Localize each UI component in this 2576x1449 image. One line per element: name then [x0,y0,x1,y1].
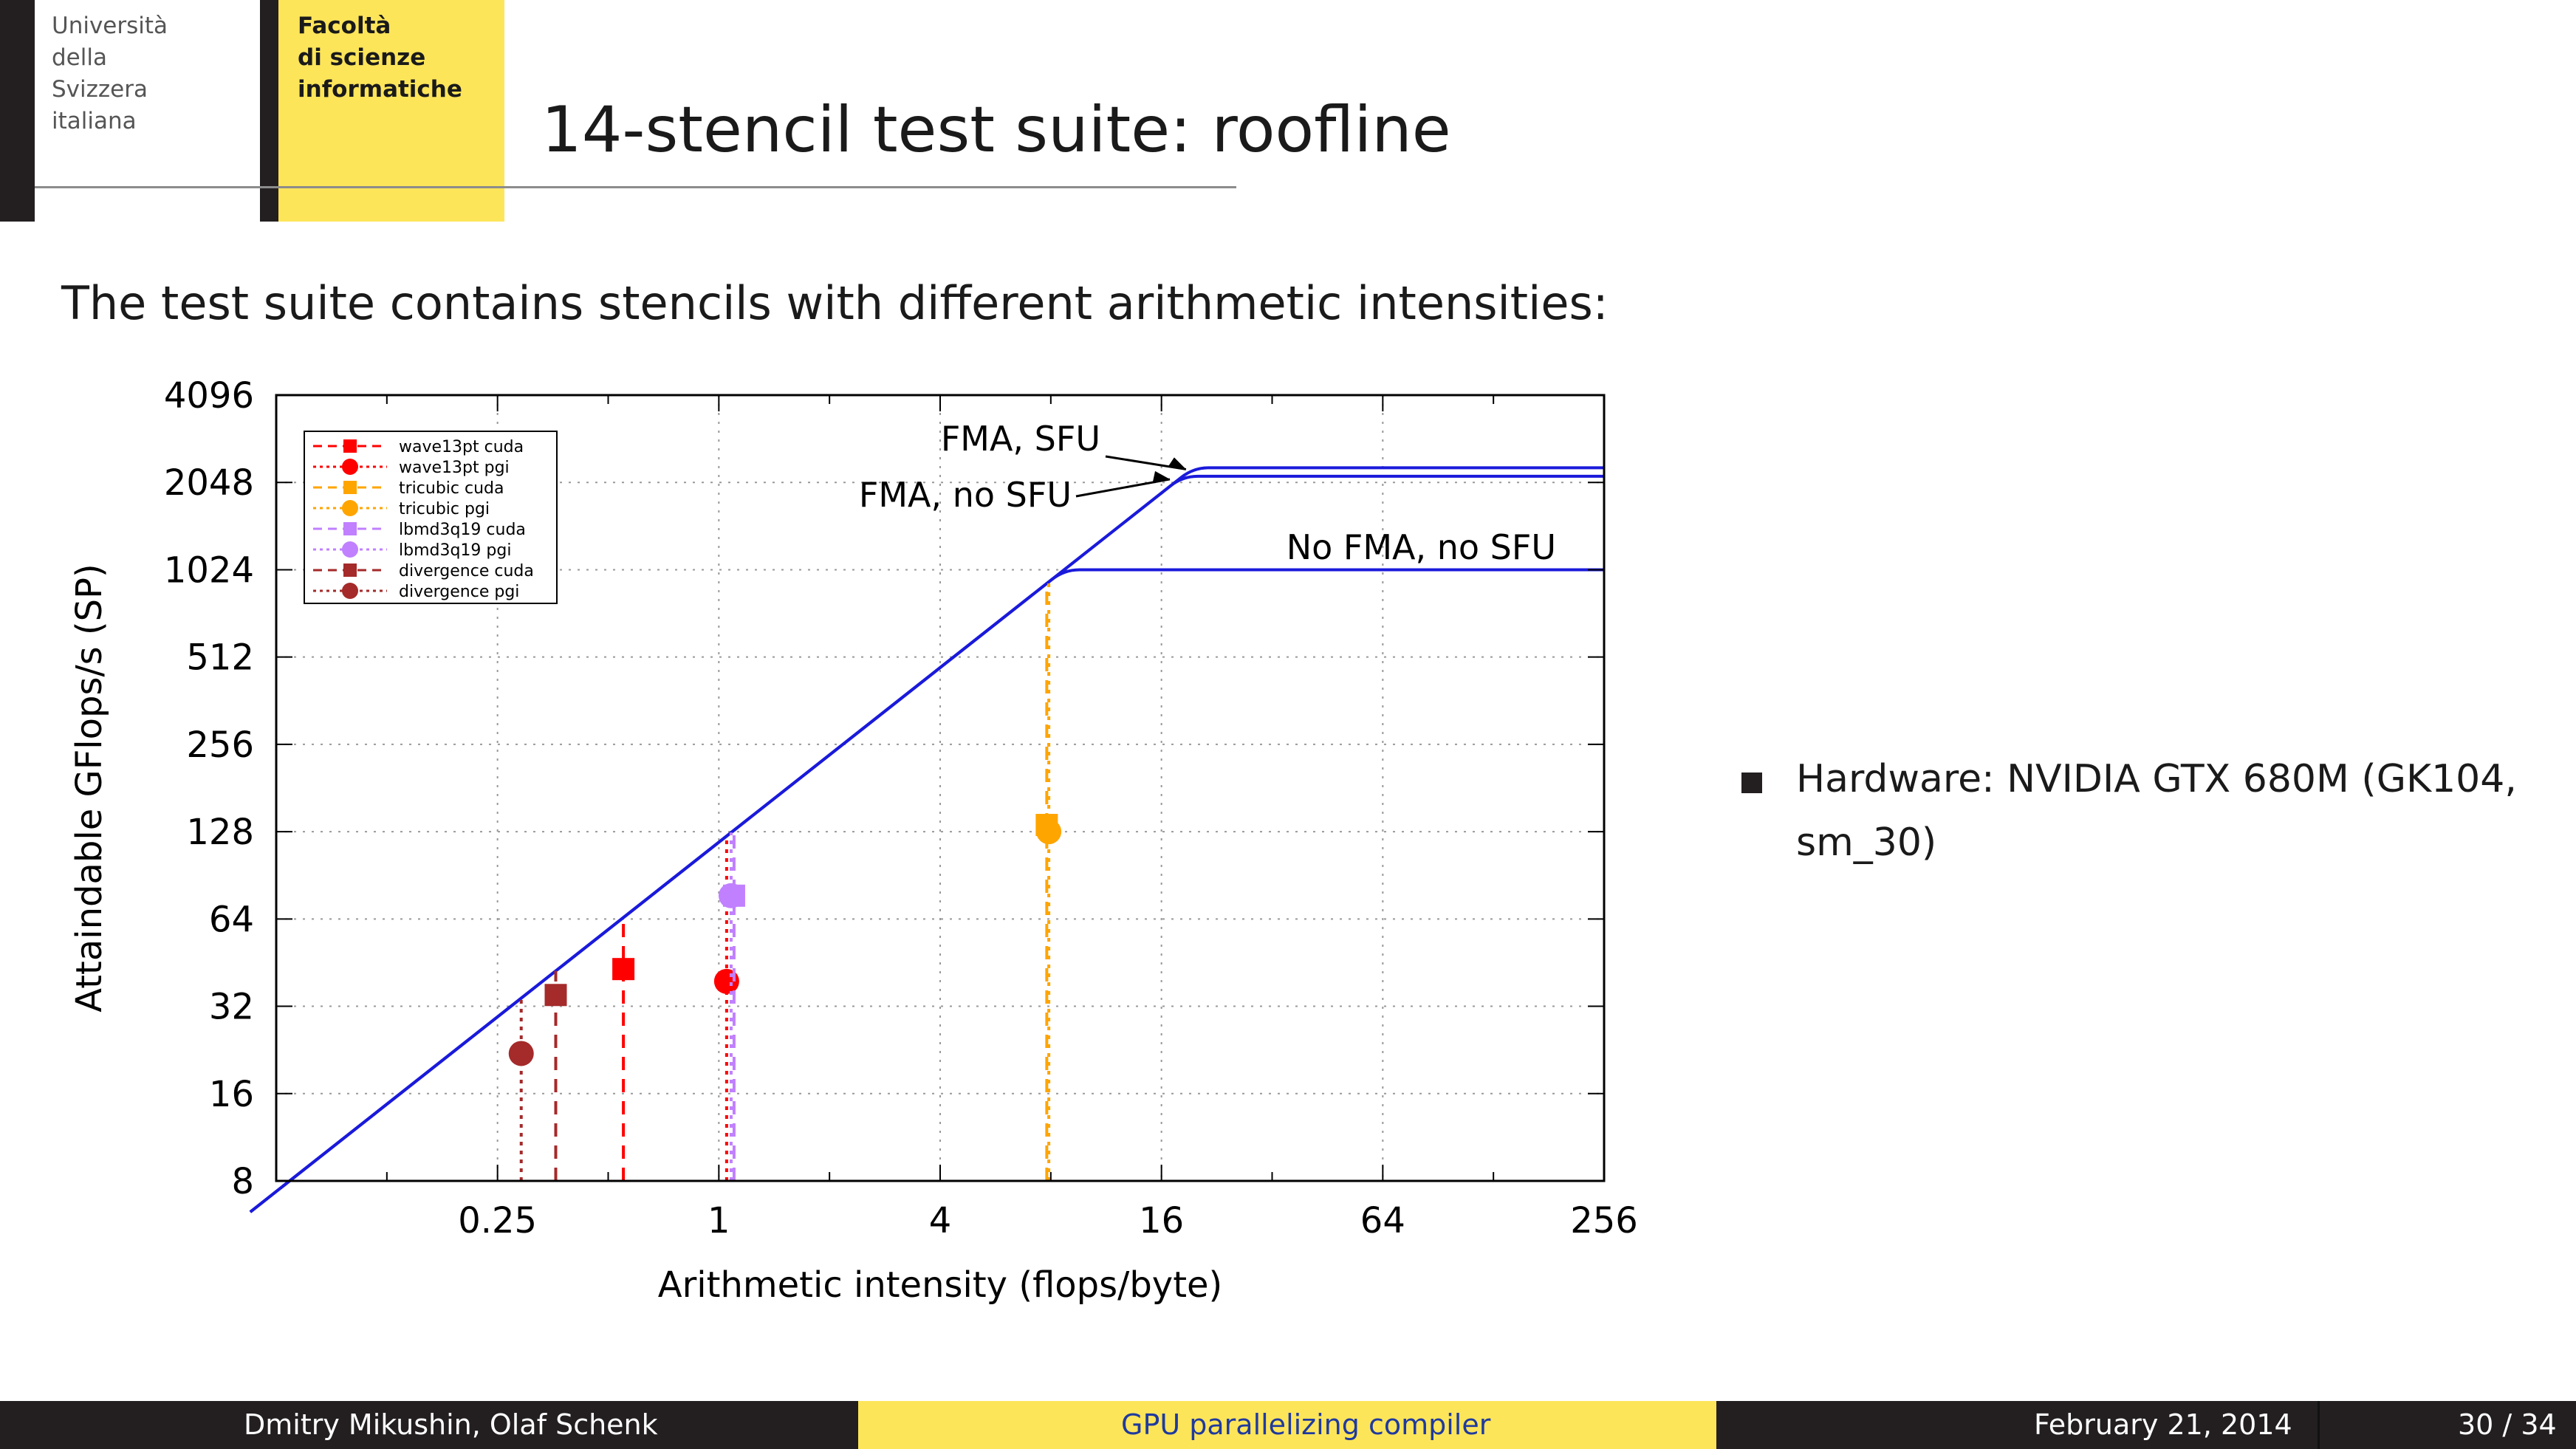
axis-ticks: 8 16 32 64 128 256 512 1024 2048 4096 0.25 1 4 16 64 25… [164,375,1638,1241]
arrow-line [1105,455,1187,470]
roof-label: FMA, no SFU [859,475,1072,515]
header-left-bar [0,0,35,222]
y-tick-label: 1024 [164,549,254,591]
roofline-curve [249,568,1604,1213]
series-marker-square [544,984,567,1007]
x-axis-label: Arithmetic intensity (flops/byte) [658,1264,1223,1306]
series-marker-circle [508,1041,534,1066]
y-tick-label: 4096 [164,375,254,417]
x-tick-label: 256 [1570,1200,1638,1241]
y-axis-label: Attaindable GFlops/s (SP) [70,564,110,1013]
legend-marker-circle [342,541,358,558]
slide-title: 14-stencil test suite: roofline [541,93,1451,167]
university-line: italiana [52,108,137,134]
x-tick-label: 1 [708,1200,730,1241]
roof-label: FMA, SFU [941,419,1100,459]
faculty-line: informatiche [298,76,462,103]
legend-marker-square [343,481,357,494]
roofline-curve [249,474,1604,1213]
faculty-logo-text: Facoltà di scienze informatiche [298,10,497,106]
legend-label: divergence cuda [399,562,534,580]
header-divider [35,186,1236,188]
university-line: Università [52,13,168,39]
square-bullet-icon [1741,773,1762,793]
data-series [508,581,1062,1181]
series-marker-circle [718,883,744,908]
y-tick-label: 8 [231,1161,254,1202]
legend-label: wave13pt cuda [399,438,524,456]
legend-marker-circle [342,459,358,475]
header-mid-bar [260,0,278,222]
y-tick-label: 512 [186,637,254,679]
arrow-head-icon [1168,457,1186,470]
legend-label: tricubic cuda [399,479,504,498]
legend-marker-circle [342,500,358,516]
bullet-hardware: Hardware: NVIDIA GTX 680M (GK104, sm_30) [1796,757,2517,865]
faculty-line: Facoltà [298,13,391,39]
roofline-lines [249,466,1604,1213]
y-tick-label: 64 [209,899,254,940]
university-line: Svizzera [52,76,148,103]
y-tick-label: 128 [186,812,254,853]
chart-legend: wave13pt cuda wave13pt pgi tricubic cuda tr… [304,431,558,604]
footer-date: February 21, 2014 [2034,1408,2292,1441]
footer-authors: Dmitry Mikushin, Olaf Schenk [244,1408,658,1441]
footer-separator [2318,1401,2320,1449]
faculty-block [278,0,504,222]
university-logo-text: Università della Svizzera italiana [52,10,251,137]
legend-marker-circle [342,583,358,599]
university-line: della [52,44,107,71]
roof-annotations: FMA, SFU FMA, no SFU No FMA, no SFU [859,419,1556,567]
x-tick-label: 0.25 [458,1200,537,1241]
x-tick-label: 64 [1360,1200,1405,1241]
legend-label: divergence pgi [399,583,519,601]
roofline-chart: 8 16 32 64 128 256 512 1024 2048 4096 0.25 1 4 16 64 25… [70,375,1638,1306]
footer-date-section: February 21, 2014 30 / 34 [1716,1401,2576,1449]
footer-title-section: GPU parallelizing compiler [858,1401,1716,1449]
series-marker-square [612,958,635,981]
arrow-line [1075,478,1171,498]
legend-label: tricubic pgi [399,500,490,518]
footer-talk-title[interactable]: GPU parallelizing compiler [1121,1408,1491,1441]
arrow-head-icon [1153,470,1171,482]
y-tick-label: 256 [186,724,254,766]
legend-label: lbmd3q19 cuda [399,521,526,539]
legend-marker-square [343,522,357,535]
footer-bar: Dmitry Mikushin, Olaf Schenk GPU paralle… [0,1401,2576,1449]
legend-marker-square [343,564,357,577]
footer-page-number: 30 / 34 [2458,1408,2557,1441]
x-tick-label: 16 [1139,1200,1184,1241]
legend-marker-square [343,439,357,453]
footer-authors-section: Dmitry Mikushin, Olaf Schenk [0,1401,858,1449]
roofline-curve [249,466,1604,1213]
legend-label: lbmd3q19 pgi [399,541,511,560]
series-marker-circle [1036,819,1062,845]
roof-label: No FMA, no SFU [1287,527,1556,567]
y-tick-label: 2048 [164,462,254,504]
faculty-line: di scienze [298,44,426,71]
y-tick-label: 16 [209,1074,254,1115]
legend-label: wave13pt pgi [399,459,510,477]
intro-text: The test suite contains stencils with di… [61,276,1609,330]
x-tick-label: 4 [929,1200,952,1241]
y-tick-label: 32 [209,987,254,1028]
